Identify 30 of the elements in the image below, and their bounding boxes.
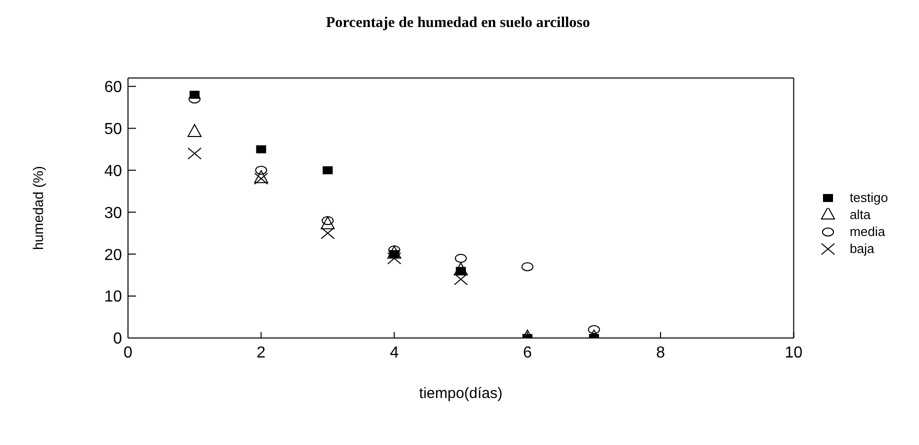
legend-label: media xyxy=(850,223,886,240)
point xyxy=(588,325,600,334)
point xyxy=(387,252,402,264)
legend-label: alta xyxy=(850,206,871,223)
point xyxy=(322,216,334,226)
x-tick-label: 8 xyxy=(656,344,666,362)
point xyxy=(320,227,335,240)
point xyxy=(188,147,202,160)
y-tick-label: 10 xyxy=(104,288,122,306)
legend-label: testigo xyxy=(850,189,888,206)
chart-title: Porcentaje de humedad en suelo arcilloso xyxy=(324,14,592,33)
x-tick-label: 6 xyxy=(522,344,532,362)
y-tick-label: 20 xyxy=(104,246,122,264)
legend-label: baja xyxy=(850,240,874,257)
x-tick-label: 4 xyxy=(390,344,399,362)
y-tick-label: 50 xyxy=(104,121,122,138)
point xyxy=(322,166,333,174)
y-tick-label: 0 xyxy=(113,330,122,348)
y-tick-label: 60 xyxy=(104,79,122,96)
point xyxy=(521,262,534,272)
point xyxy=(256,145,266,154)
point xyxy=(255,166,268,175)
y-tick-label: 30 xyxy=(104,204,122,222)
x-axis-title: tiempo(días) xyxy=(419,385,503,402)
point xyxy=(454,254,467,263)
x-tick-label: 2 xyxy=(256,344,266,362)
y-axis-title: humedad (%) xyxy=(30,166,46,250)
point xyxy=(454,273,468,286)
y-tick-label: 40 xyxy=(104,162,122,180)
x-tick-label: 10 xyxy=(784,344,803,362)
